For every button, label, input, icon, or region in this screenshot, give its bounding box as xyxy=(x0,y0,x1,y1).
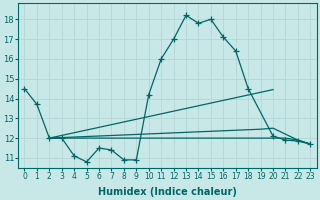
X-axis label: Humidex (Indice chaleur): Humidex (Indice chaleur) xyxy=(98,187,237,197)
